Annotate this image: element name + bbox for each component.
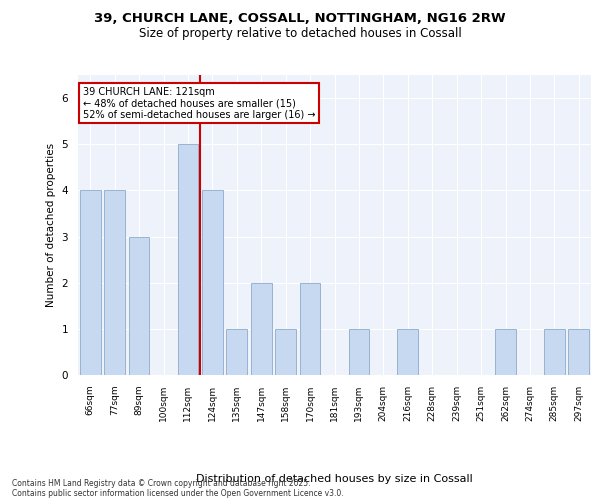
Y-axis label: Number of detached properties: Number of detached properties xyxy=(46,143,56,307)
Bar xyxy=(104,190,125,375)
Bar xyxy=(226,329,247,375)
Bar xyxy=(544,329,565,375)
Bar xyxy=(397,329,418,375)
Bar xyxy=(495,329,516,375)
Text: Contains HM Land Registry data © Crown copyright and database right 2025.: Contains HM Land Registry data © Crown c… xyxy=(12,478,311,488)
Bar xyxy=(178,144,199,375)
X-axis label: Distribution of detached houses by size in Cossall: Distribution of detached houses by size … xyxy=(196,474,473,484)
Bar xyxy=(299,282,320,375)
Bar xyxy=(202,190,223,375)
Text: Size of property relative to detached houses in Cossall: Size of property relative to detached ho… xyxy=(139,28,461,40)
Text: 39 CHURCH LANE: 121sqm
← 48% of detached houses are smaller (15)
52% of semi-det: 39 CHURCH LANE: 121sqm ← 48% of detached… xyxy=(83,86,316,120)
Text: Contains public sector information licensed under the Open Government Licence v3: Contains public sector information licen… xyxy=(12,488,344,498)
Bar xyxy=(251,282,272,375)
Bar xyxy=(568,329,589,375)
Bar xyxy=(275,329,296,375)
Bar xyxy=(349,329,370,375)
Bar xyxy=(128,236,149,375)
Text: 39, CHURCH LANE, COSSALL, NOTTINGHAM, NG16 2RW: 39, CHURCH LANE, COSSALL, NOTTINGHAM, NG… xyxy=(94,12,506,26)
Bar xyxy=(80,190,101,375)
